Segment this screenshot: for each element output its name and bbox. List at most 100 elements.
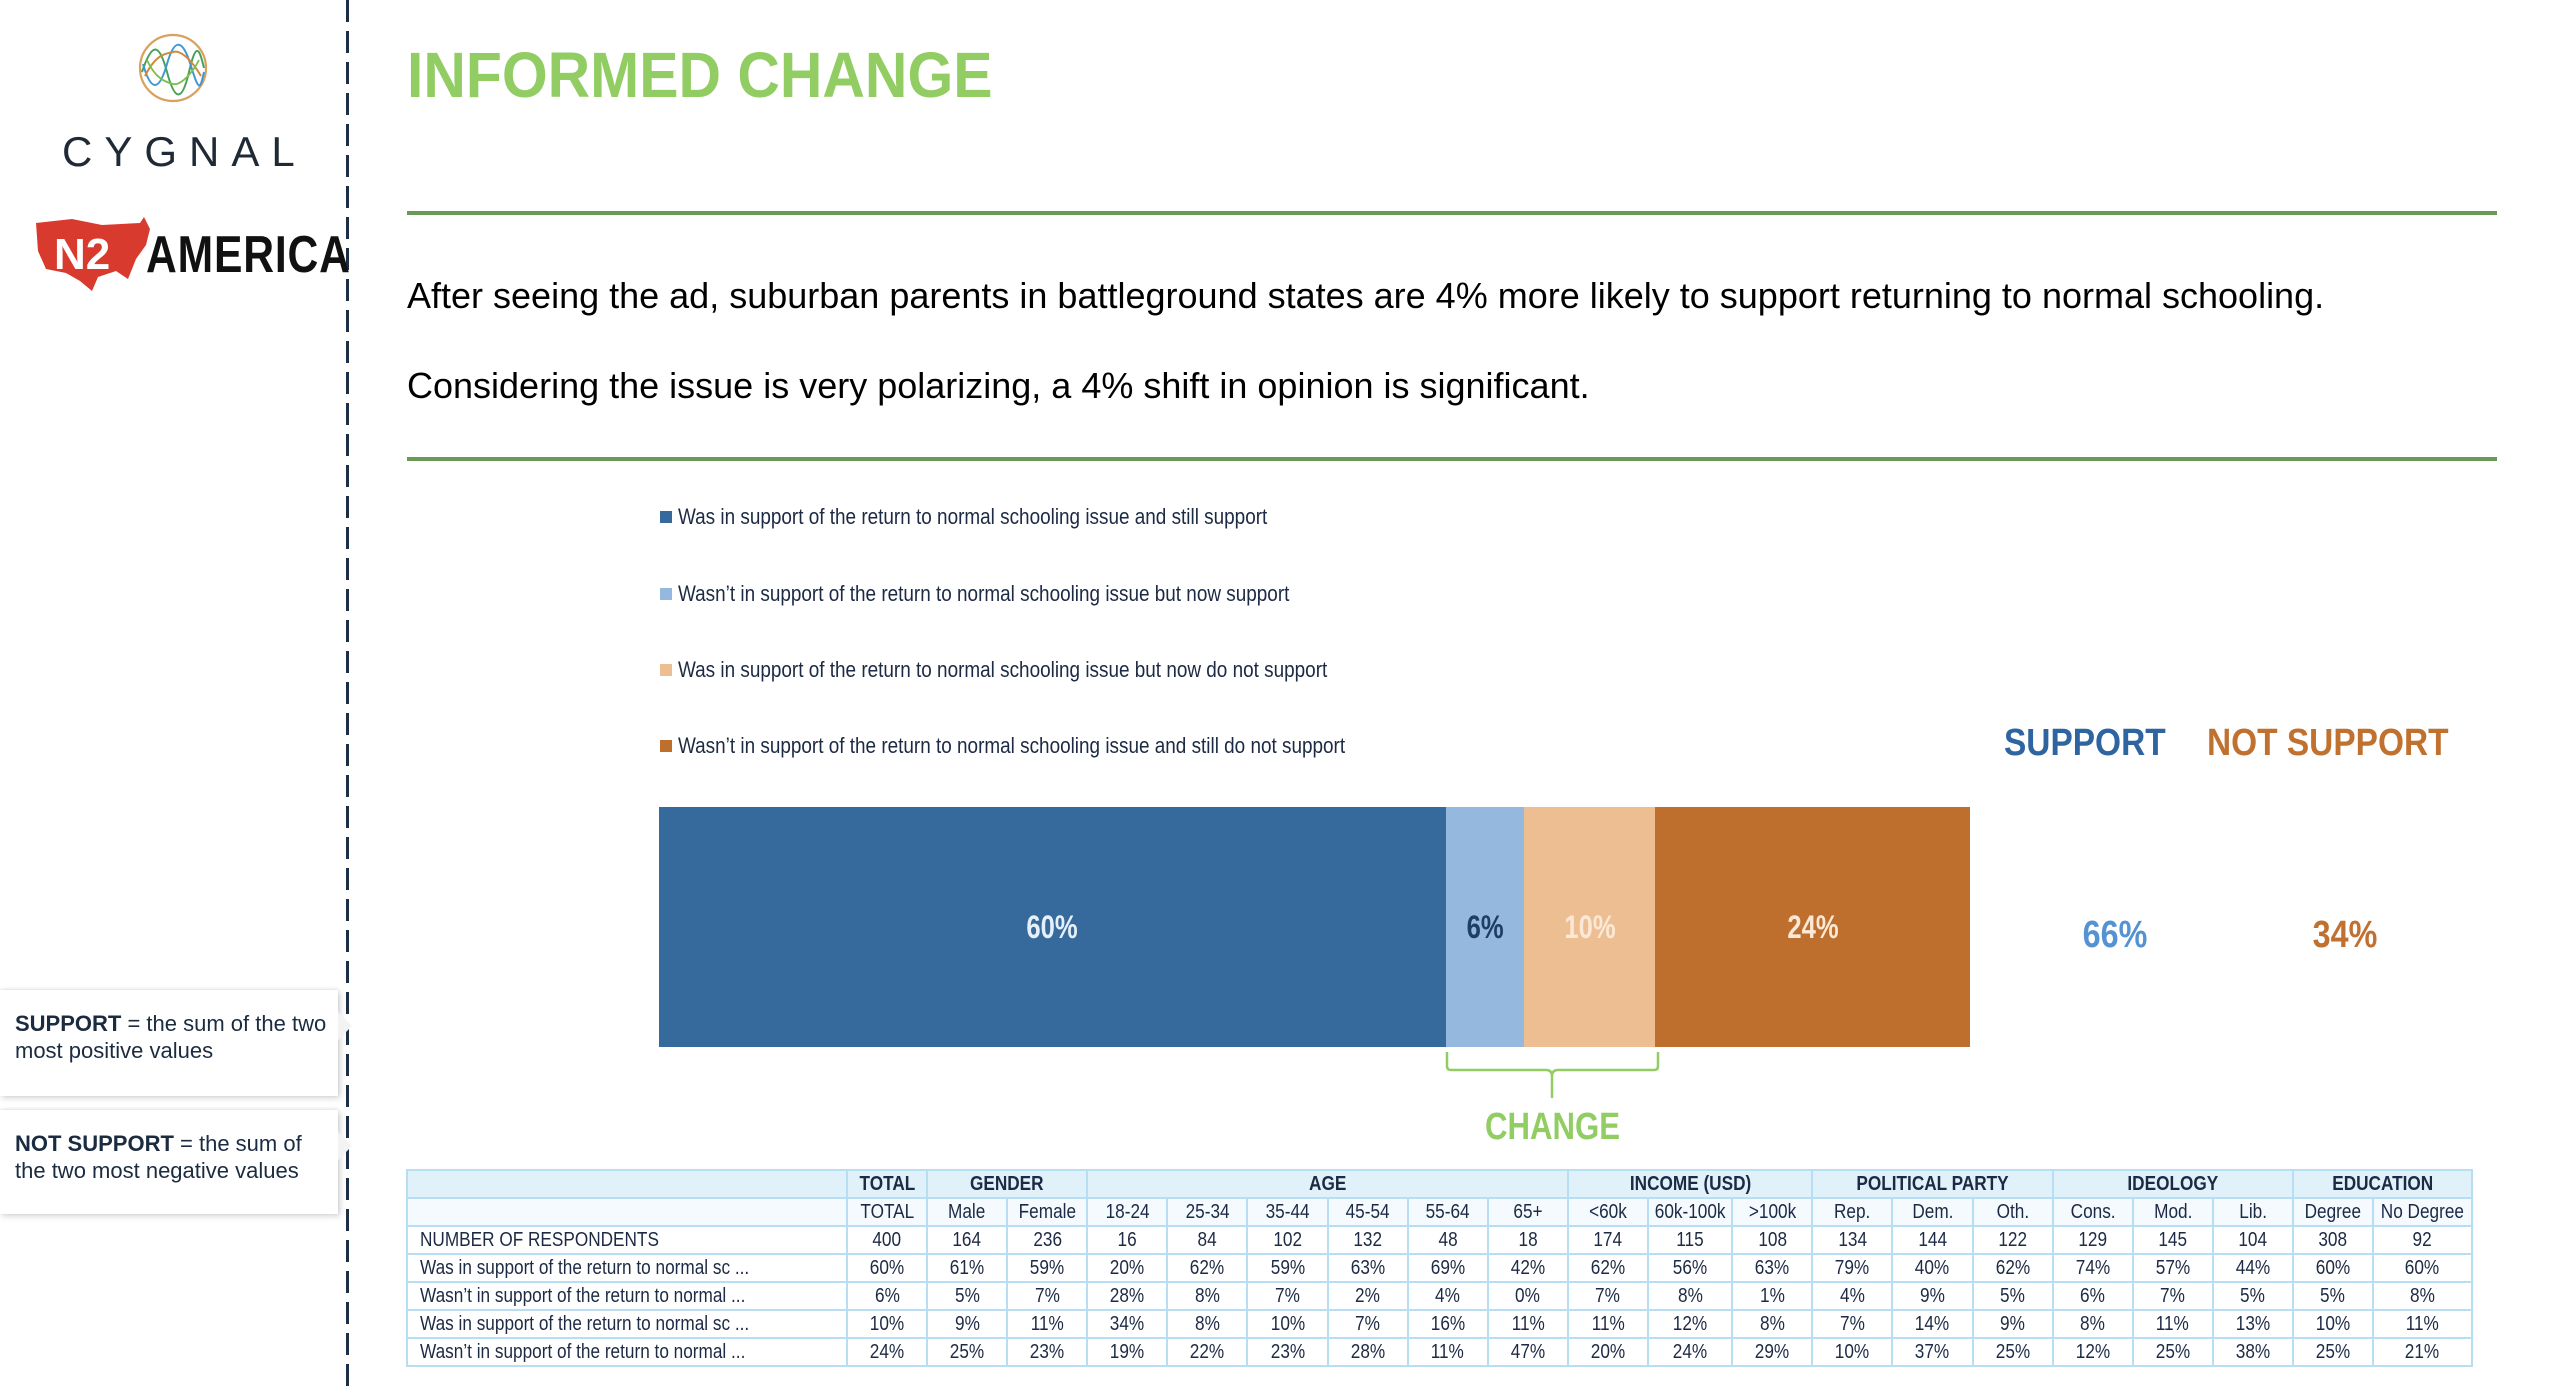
- bar-segment: 6%: [1445, 807, 1525, 1047]
- table-cell: 11%: [1486, 1309, 1569, 1339]
- table-cell-value: 48: [1438, 1228, 1458, 1251]
- table-column-header: Dem.: [1891, 1197, 1974, 1227]
- table-column-header: >100k: [1731, 1197, 1814, 1227]
- table-group-header: [406, 1169, 848, 1199]
- change-brace-icon: [1445, 1052, 1660, 1098]
- table-cell: 12%: [1646, 1309, 1734, 1339]
- table-cell: 79%: [1811, 1253, 1894, 1283]
- table-cell-value: 20%: [1590, 1340, 1626, 1363]
- table-cell: 144: [1891, 1225, 1974, 1255]
- table-cell: 18: [1486, 1225, 1569, 1255]
- table-row-label-text: Was in support of the return to normal s…: [420, 1256, 750, 1279]
- table-column-header-label: Rep.: [1834, 1200, 1871, 1223]
- table-cell: 60%: [2291, 1253, 2374, 1283]
- table-cell: 22%: [1166, 1337, 1249, 1367]
- table-column-header: Rep.: [1811, 1197, 1894, 1227]
- table-cell: 19%: [1086, 1337, 1169, 1367]
- table-cell-value: 102: [1273, 1228, 1302, 1251]
- table-cell: 23%: [1246, 1337, 1329, 1367]
- table-cell: 7%: [1006, 1281, 1089, 1311]
- table-cell: 62%: [1566, 1253, 1649, 1283]
- table-group-header-label: TOTAL: [859, 1172, 915, 1195]
- table-cell: 16%: [1406, 1309, 1489, 1339]
- table-cell-value: 8%: [1677, 1284, 1703, 1307]
- not-support-definition-note: NOT SUPPORT = the sum of the two most ne…: [0, 1110, 352, 1214]
- table-cell-value: 129: [2078, 1228, 2107, 1251]
- table-cell-value: 7%: [1034, 1284, 1060, 1307]
- table-cell: 7%: [1326, 1309, 1409, 1339]
- table-group-header-label: AGE: [1308, 1172, 1347, 1195]
- table-column-header-label: 60k-100k: [1654, 1200, 1726, 1223]
- table-row-label: Was in support of the return to normal s…: [406, 1253, 848, 1283]
- table-row: Wasn’t in support of the return to norma…: [406, 1281, 2473, 1311]
- table-cell: 11%: [2131, 1309, 2214, 1339]
- table-cell-value: 7%: [1595, 1284, 1621, 1307]
- table-cell-value: 11%: [2405, 1312, 2439, 1335]
- table-row-label-text: Was in support of the return to normal s…: [420, 1312, 750, 1335]
- not-support-definition: = the sum of the two most negative value…: [15, 1131, 302, 1183]
- table-cell-value: 10%: [869, 1312, 905, 1335]
- table-cell: 11%: [1566, 1309, 1649, 1339]
- table-cell: 37%: [1891, 1337, 1974, 1367]
- table-cell-value: 6%: [874, 1284, 900, 1307]
- table-cell-value: 63%: [1755, 1256, 1790, 1279]
- table-cell: 60%: [2371, 1253, 2473, 1283]
- table-cell-value: 10%: [1835, 1340, 1870, 1363]
- table-cell-value: 7%: [1275, 1284, 1300, 1307]
- table-cell-value: 16: [1117, 1228, 1137, 1251]
- table-cell-value: 7%: [1839, 1312, 1865, 1335]
- table-cell: 10%: [1811, 1337, 1894, 1367]
- legend-swatch-icon: [660, 664, 672, 676]
- table-cell: 59%: [1006, 1253, 1089, 1283]
- table-cell-value: 7%: [2160, 1284, 2186, 1307]
- table-row-label: Wasn’t in support of the return to norma…: [406, 1281, 848, 1311]
- not-support-term: NOT SUPPORT: [15, 1131, 174, 1156]
- table-cell: 14%: [1891, 1309, 1974, 1339]
- legend-item: Was in support of the return to normal s…: [660, 656, 1433, 684]
- table-cell-value: 56%: [1672, 1256, 1708, 1279]
- table-cell-value: 10%: [2315, 1312, 2351, 1335]
- divider-rule-bottom: [407, 457, 2497, 461]
- table-cell: 108: [1731, 1225, 1814, 1255]
- table-cell: 25%: [1971, 1337, 2054, 1367]
- table-cell: 10%: [845, 1309, 929, 1339]
- table-cell: 20%: [1566, 1337, 1649, 1367]
- table-cell-value: 5%: [2240, 1284, 2266, 1307]
- bar-segment: 10%: [1524, 807, 1656, 1047]
- table-column-header-label: Cons.: [2070, 1200, 2116, 1223]
- not-support-heading: NOT SUPPORT: [2207, 722, 2449, 764]
- table-cell: 29%: [1731, 1337, 1814, 1367]
- table-column-header: 25-34: [1166, 1197, 1249, 1227]
- table-cell: 308: [2291, 1225, 2374, 1255]
- table-cell: 40%: [1891, 1253, 1974, 1283]
- table-cell: 6%: [2051, 1281, 2134, 1311]
- table-cell-value: 5%: [2320, 1284, 2346, 1307]
- table-cell: 42%: [1486, 1253, 1569, 1283]
- table-cell: 59%: [1246, 1253, 1329, 1283]
- table-cell-value: 60%: [869, 1256, 905, 1279]
- table-cell: 25%: [926, 1337, 1009, 1367]
- table-column-header-row: TOTAL Male Female 18-24 25-34 35-44 45-54 55-64…: [406, 1197, 2473, 1227]
- table-cell-value: 6%: [2080, 1284, 2106, 1307]
- table-cell: 8%: [2051, 1309, 2134, 1339]
- table-cell-value: 25%: [2155, 1340, 2190, 1363]
- n2-america-logo-icon: N2: [36, 217, 150, 291]
- table-cell: 11%: [2371, 1309, 2473, 1339]
- table-cell: 25%: [2131, 1337, 2214, 1367]
- support-heading: SUPPORT: [2004, 722, 2166, 764]
- table-column-header: No Degree: [2371, 1197, 2473, 1227]
- legend-item: Wasn’t in support of the return to norma…: [660, 732, 1454, 760]
- table-group-header-label: IDEOLOGY: [2127, 1172, 2219, 1195]
- table-column-header-label: TOTAL: [860, 1200, 914, 1223]
- table-group-header-label: INCOME (USD): [1629, 1172, 1751, 1195]
- table-row-label-text: Wasn’t in support of the return to norma…: [420, 1284, 746, 1307]
- support-value: 66%: [2082, 914, 2148, 956]
- table-cell: 5%: [2291, 1281, 2374, 1311]
- table-column-header: TOTAL: [845, 1197, 929, 1227]
- table-cell: 5%: [1971, 1281, 2054, 1311]
- table-cell: 62%: [1971, 1253, 2054, 1283]
- cygnal-wordmark: CYGNAL: [62, 128, 307, 175]
- change-annotation: CHANGE: [1484, 1106, 1621, 1148]
- table-cell-value: 34%: [1110, 1312, 1145, 1335]
- table-row: Was in support of the return to normal s…: [406, 1253, 2473, 1283]
